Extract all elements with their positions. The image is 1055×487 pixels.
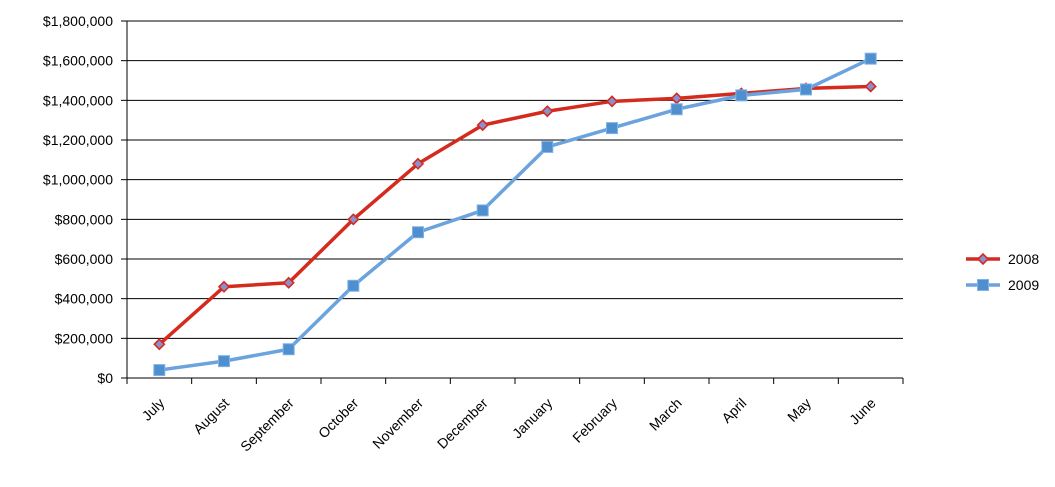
y-tick-label: $800,000 (55, 211, 114, 227)
y-tick-label: $200,000 (55, 330, 114, 346)
data-point-2009 (606, 122, 618, 135)
y-tick-label: $1,800,000 (43, 13, 113, 29)
y-tick-label: $1,200,000 (43, 132, 113, 148)
x-tick-label: July (139, 395, 168, 424)
data-point-2008 (411, 157, 425, 170)
y-tick-label: $1,600,000 (43, 53, 113, 69)
legend: 2008 2009 (966, 251, 1039, 293)
data-point-2009 (347, 279, 360, 292)
y-axis-tick-labels: $0 $200,000 $400,000 $600,000 $800,000 $1,000… (43, 13, 113, 386)
data-point-2009 (800, 83, 812, 96)
data-point-2008 (217, 280, 231, 293)
data-point-2009 (412, 226, 424, 239)
x-tick-label: December (434, 395, 491, 452)
legend-label: 2008 (1008, 251, 1039, 267)
data-point-2008 (541, 105, 554, 118)
legend-item-2008: 2008 (966, 251, 1039, 267)
y-tick-label: $600,000 (55, 251, 114, 267)
x-tick-label: August (190, 395, 232, 437)
series-line-2009 (157, 56, 873, 372)
legend-label: 2009 (1008, 277, 1039, 293)
data-point-2008 (347, 213, 360, 226)
x-tick-label: November (369, 395, 426, 452)
series-line-2008 (157, 84, 873, 347)
y-tick-label: $1,000,000 (43, 172, 113, 188)
x-tick-label: September (237, 395, 297, 455)
y-tick-label: $1,400,000 (43, 92, 113, 108)
data-point-2009 (670, 103, 683, 116)
data-point-2008 (670, 92, 683, 105)
data-point-2008 (153, 338, 166, 351)
data-point-2009 (541, 140, 554, 153)
y-tick-label: $400,000 (55, 291, 114, 307)
data-point-2008 (605, 95, 619, 108)
x-tick-label: May (784, 395, 814, 425)
x-tick-label: April (718, 395, 749, 426)
legend-marker (976, 252, 990, 266)
x-tick-label: February (569, 395, 620, 446)
x-tick-label: June (846, 395, 879, 428)
series-lines (157, 56, 873, 372)
data-point-2009 (476, 204, 489, 217)
y-tick-label: $0 (97, 370, 113, 386)
x-axis-tick-labels: July August September October November Decemb… (139, 395, 879, 455)
data-point-2008 (282, 276, 295, 289)
data-point-2008 (476, 118, 489, 132)
data-point-2009 (282, 343, 295, 356)
legend-item-2009: 2009 (966, 277, 1039, 293)
x-tick-label: October (315, 395, 362, 442)
data-point-2009 (153, 364, 166, 377)
data-point-2009 (864, 52, 877, 65)
legend-marker (977, 279, 989, 291)
x-tick-label: January (509, 395, 556, 442)
series-markers (153, 52, 877, 377)
axes (121, 20, 904, 384)
data-point-2009 (218, 355, 230, 368)
data-point-2009 (735, 89, 748, 102)
x-tick-label: March (646, 395, 685, 434)
data-point-2008 (864, 80, 877, 93)
